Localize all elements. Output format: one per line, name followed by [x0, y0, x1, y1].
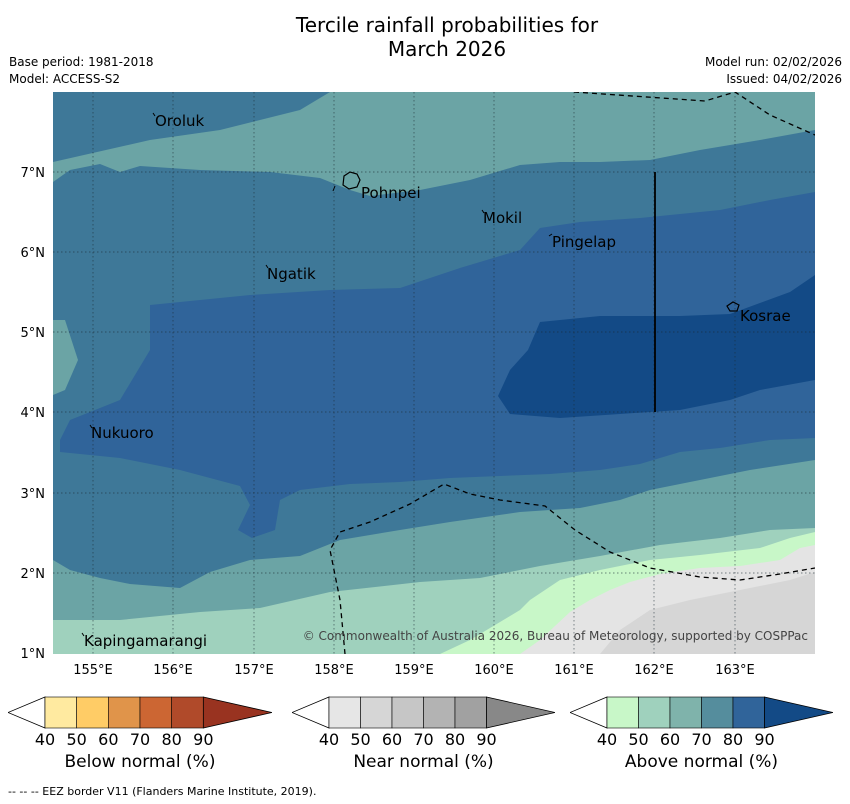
colorbar-min-arrow [292, 696, 330, 729]
colorbar-tick: 50 [350, 730, 371, 749]
label-mokil: Mokil [483, 209, 522, 227]
pohnpei-island-icon [342, 171, 361, 190]
colorbar-segment [423, 696, 456, 729]
label-ngatik: Ngatik [267, 265, 316, 283]
y-tick: 4°N [21, 406, 46, 421]
label-oroluk: Oroluk [155, 112, 204, 130]
map-title: Tercile rainfall probabilities for March… [0, 13, 850, 61]
y-tick: 3°N [21, 487, 46, 502]
colorbar-min-arrow [570, 696, 608, 729]
title-line-1: Tercile rainfall probabilities for [295, 13, 599, 37]
y-tick: 1°N [21, 647, 46, 662]
label-kosrae: Kosrae [740, 307, 791, 325]
label-pingelap: Pingelap [552, 233, 616, 251]
colorbar-segment [76, 696, 109, 729]
colorbar-segment [391, 696, 424, 729]
pohnpei-reef-icon [332, 185, 336, 192]
field-left-wedge [53, 320, 78, 395]
colorbar-tick: 40 [596, 730, 618, 749]
colorbar-tick: 50 [628, 730, 649, 749]
x-tick: 155°E [73, 663, 113, 678]
atoll-marks [81, 112, 553, 637]
colorbar-min-arrow [8, 696, 46, 729]
below-normal-label: Below normal (%) [64, 752, 216, 772]
colorbar-tick: 70 [129, 730, 151, 749]
y-tick: 7°N [21, 166, 46, 181]
colorbar-segment [732, 696, 765, 729]
place-labels: Oroluk Pohnpei Mokil Pingelap Ngatik Kos… [84, 112, 791, 650]
field-top-band [53, 92, 330, 162]
y-axis-ticks: 1°N 2°N 3°N 4°N 5°N 6°N 7°N [21, 166, 46, 662]
colorbar-max-arrow [486, 696, 555, 729]
colorbar-tick: 90 [193, 730, 214, 749]
colorbar-tick: 60 [98, 730, 119, 749]
above-normal-label: Above normal (%) [624, 752, 779, 772]
colorbar-tick: 90 [754, 730, 775, 749]
label-pohnpei: Pohnpei [361, 184, 421, 202]
near-normal-label: Near normal (%) [353, 752, 494, 772]
field-max-band [498, 275, 815, 418]
colorbar-tick: 80 [161, 730, 182, 749]
colorbar-tick: 60 [381, 730, 403, 749]
base-period: Base period: 1981-2018 [9, 55, 154, 69]
colorbar-tick: 90 [476, 730, 497, 749]
x-tick: 161°E [554, 663, 594, 678]
gridlines [53, 92, 815, 654]
kosrae-island-icon [726, 301, 740, 312]
x-tick: 157°E [234, 663, 274, 678]
y-tick: 2°N [21, 567, 46, 582]
x-tick: 160°E [474, 663, 514, 678]
near-normal-colorbar [292, 696, 555, 729]
rainfall-map: Oroluk Pohnpei Mokil Pingelap Ngatik Kos… [21, 92, 815, 678]
y-tick: 5°N [21, 326, 46, 341]
colorbar-tick: 60 [659, 730, 681, 749]
colorbar-segment [638, 696, 671, 729]
colorbar-tick: 70 [691, 730, 712, 749]
x-tick: 156°E [153, 663, 193, 678]
colorbar-tick: 40 [34, 730, 56, 749]
meta-right: Model run: 02/02/2026 Issued: 04/02/2026 [705, 54, 842, 88]
colorbar-tick: 80 [722, 730, 744, 749]
colorbar-tick: 70 [413, 730, 434, 749]
label-kapingamarangi: Kapingamarangi [84, 632, 207, 650]
colorbar-tick: 80 [444, 730, 466, 749]
colorbar-max-arrow [202, 696, 272, 729]
colorbar-tick: 40 [318, 730, 340, 749]
colorbar-segment [701, 696, 734, 729]
colorbar-max-arrow [764, 696, 833, 729]
x-tick: 163°E [715, 663, 755, 678]
field-90-band [60, 192, 815, 538]
meta-left: Base period: 1981-2018 Model: ACCESS-S2 [9, 54, 154, 88]
eez-footnote: -- -- -- EEZ border V11 (Flanders Marine… [8, 785, 317, 798]
colorbar-segment [171, 696, 204, 729]
title-line-2: March 2026 [387, 37, 507, 61]
below-normal-colorbar [8, 696, 272, 729]
issued-date: Issued: 04/02/2026 [726, 72, 842, 86]
eez-borders [329, 92, 815, 654]
colorbar-segment [44, 696, 77, 729]
y-tick: 6°N [21, 246, 46, 261]
x-tick: 159°E [394, 663, 434, 678]
colorbar-segment [328, 696, 361, 729]
colorbar-segment [606, 696, 639, 729]
contour-fields [53, 92, 815, 654]
x-tick: 158°E [314, 663, 354, 678]
x-axis-ticks: 155°E 156°E 157°E 158°E 159°E 160°E 161°… [73, 663, 755, 678]
above-normal-colorbar [570, 696, 833, 729]
colorbar-tick: 50 [66, 730, 87, 749]
colorbar-segment [108, 696, 141, 729]
model-run: Model run: 02/02/2026 [704, 55, 842, 69]
colorbar-segment [360, 696, 393, 729]
x-tick: 162°E [634, 663, 674, 678]
colorbar-segment [669, 696, 702, 729]
colorbar-segment [139, 696, 172, 729]
copyright-text: © Commonwealth of Australia 2026, Bureau… [303, 629, 808, 643]
model-name: Model: ACCESS-S2 [9, 72, 121, 86]
colorbar-segment [454, 696, 487, 729]
label-nukuoro: Nukuoro [91, 424, 154, 442]
